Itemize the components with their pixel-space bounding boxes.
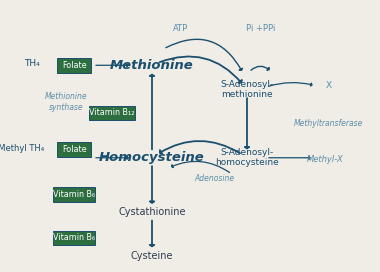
- Text: Methionine: Methionine: [110, 59, 194, 72]
- FancyBboxPatch shape: [57, 142, 91, 157]
- Text: Vitamin B₁₂: Vitamin B₁₂: [89, 108, 135, 118]
- Text: Folate: Folate: [62, 61, 86, 70]
- Text: Methionine
synthase: Methionine synthase: [45, 92, 88, 112]
- Text: 5-Methyl TH₄: 5-Methyl TH₄: [0, 144, 44, 153]
- Text: Homocysteine: Homocysteine: [99, 151, 205, 164]
- Text: Cysteine: Cysteine: [131, 251, 173, 261]
- Text: ATP: ATP: [173, 24, 188, 33]
- FancyBboxPatch shape: [57, 58, 91, 73]
- FancyBboxPatch shape: [53, 187, 95, 202]
- Text: TH₄: TH₄: [24, 59, 40, 69]
- Text: Adenosine: Adenosine: [195, 174, 235, 183]
- Text: S-Adenosyl-
methionine: S-Adenosyl- methionine: [220, 80, 274, 100]
- Text: Folate: Folate: [62, 145, 86, 154]
- Text: S-Adenosyl-
homocysteine: S-Adenosyl- homocysteine: [215, 148, 279, 168]
- Text: Vitamin B₆: Vitamin B₆: [53, 190, 95, 199]
- Text: X: X: [326, 81, 332, 90]
- Text: Pi +PPi: Pi +PPi: [245, 24, 275, 33]
- Text: Methyl-X: Methyl-X: [307, 154, 343, 164]
- Text: Vitamin B₆: Vitamin B₆: [53, 233, 95, 243]
- Text: Cystathionine: Cystathionine: [118, 207, 186, 217]
- FancyBboxPatch shape: [89, 106, 135, 120]
- Text: Methyltransferase: Methyltransferase: [294, 119, 363, 128]
- FancyBboxPatch shape: [53, 231, 95, 245]
